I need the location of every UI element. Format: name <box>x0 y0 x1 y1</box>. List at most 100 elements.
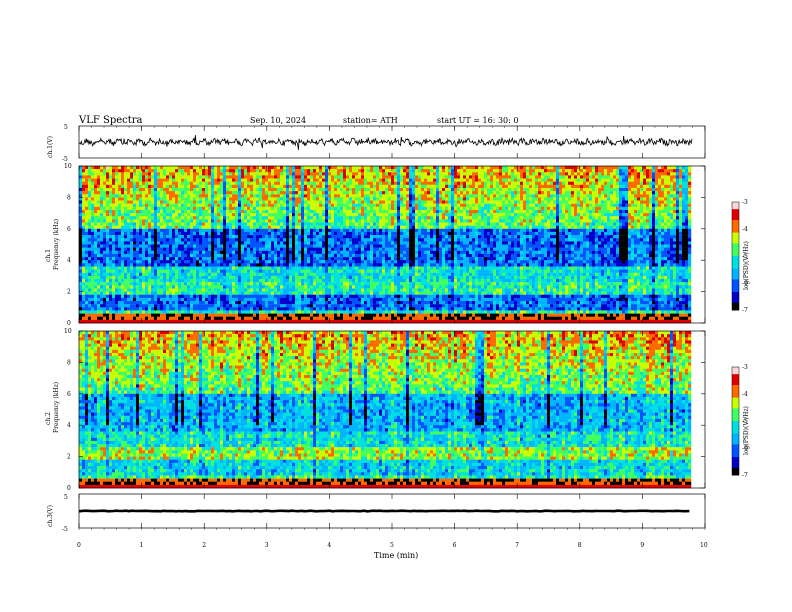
spectrogram-cell <box>127 241 130 244</box>
spectrogram-cell <box>88 229 91 232</box>
spectrogram-cell <box>238 216 241 219</box>
spectrogram-cell <box>373 251 376 254</box>
spectrogram-cell <box>232 213 235 216</box>
spectrogram-cell <box>355 188 358 191</box>
spectrogram-cell <box>190 263 193 266</box>
spectrogram-cell <box>277 260 280 263</box>
spectrogram-cell <box>262 310 265 313</box>
spectrogram-cell <box>154 182 157 185</box>
spectrogram-cell <box>154 216 157 219</box>
spectrogram-cell <box>289 276 292 279</box>
spectrogram-cell <box>166 289 169 292</box>
spectrogram-cell <box>271 245 274 248</box>
spectrogram-cell <box>163 204 166 207</box>
spectrogram-cell <box>265 304 268 307</box>
spectrogram-cell <box>205 248 208 251</box>
spectrogram-cell <box>358 197 361 200</box>
spectrogram-cell <box>97 238 100 241</box>
spectrogram-cell <box>268 223 271 226</box>
spectrogram-cell <box>94 260 97 263</box>
spectrogram-cell <box>175 292 178 295</box>
spectrogram-cell <box>259 279 262 282</box>
spectrogram-cell <box>139 191 142 194</box>
spectrogram-cell <box>148 317 151 320</box>
spectrogram-cell <box>373 172 376 175</box>
spectrogram-cell <box>205 207 208 210</box>
spectrogram-cell <box>226 295 229 298</box>
spectrogram-cell <box>313 201 316 204</box>
spectrogram-cell <box>232 257 235 260</box>
spectrogram-cell <box>190 270 193 273</box>
spectrogram-cell <box>283 232 286 235</box>
spectrogram-cell <box>148 175 151 178</box>
spectrogram-cell <box>199 282 202 285</box>
spectrogram-cell <box>235 210 238 213</box>
spectrogram-cell <box>169 270 172 273</box>
spectrogram-cell <box>100 210 103 213</box>
spectrogram-cell <box>166 241 169 244</box>
spectrogram-cell <box>301 295 304 298</box>
spectrogram-cell <box>328 273 331 276</box>
spectrogram-cell <box>196 295 199 298</box>
spectrogram-cell <box>241 276 244 279</box>
spectrogram-cell <box>331 267 334 270</box>
spectrogram-cell <box>352 285 355 288</box>
spectrogram-cell <box>352 245 355 248</box>
spectrogram-cell <box>340 314 343 317</box>
spectrogram-cell <box>280 207 283 210</box>
spectrogram-cell <box>301 263 304 266</box>
spectrogram-cell <box>82 298 85 301</box>
spectrogram-cell <box>307 179 310 182</box>
spectrogram-cell <box>265 232 268 235</box>
spectrogram-cell <box>91 210 94 213</box>
spectrogram-cell <box>109 182 112 185</box>
spectrogram-cell <box>271 210 274 213</box>
spectrogram-cell <box>373 298 376 301</box>
spectrogram-cell <box>106 172 109 175</box>
spectrogram-cell <box>343 172 346 175</box>
spectrogram-cell <box>160 223 163 226</box>
spectrogram-cell <box>163 285 166 288</box>
spectrogram-cell <box>148 285 151 288</box>
spectrogram-cell <box>238 213 241 216</box>
spectrogram-cell <box>301 182 304 185</box>
spectrogram-cell <box>268 188 271 191</box>
spectrogram-cell <box>214 301 217 304</box>
spectrogram-cell <box>175 285 178 288</box>
spectrogram-cell <box>229 235 232 238</box>
spectrogram-cell <box>145 298 148 301</box>
spectrogram-cell <box>262 235 265 238</box>
spectrogram-cell <box>337 207 340 210</box>
spectrogram-cell <box>349 213 352 216</box>
spectrogram-cell <box>334 257 337 260</box>
spectrogram-cell <box>310 238 313 241</box>
spectrogram-cell <box>175 241 178 244</box>
spectrogram-cell <box>97 207 100 210</box>
spectrogram-cell <box>310 310 313 313</box>
spectrogram-cell <box>304 273 307 276</box>
spectrogram-cell <box>136 304 139 307</box>
spectrogram-cell <box>163 191 166 194</box>
spectrogram-cell <box>292 179 295 182</box>
spectrogram-cell <box>364 166 367 169</box>
spectrogram-cell <box>115 191 118 194</box>
spectrogram-cell <box>232 201 235 204</box>
spectrogram-cell <box>307 248 310 251</box>
spectrogram-cell <box>268 282 271 285</box>
spectrogram-cell <box>139 282 142 285</box>
spectrogram-cell <box>148 298 151 301</box>
spectrogram-cell <box>259 273 262 276</box>
spectrogram-cell <box>88 245 91 248</box>
spectrogram-cell <box>106 260 109 263</box>
spectrogram-cell <box>268 289 271 292</box>
spectrogram-cell <box>211 270 214 273</box>
spectrogram-cell <box>130 282 133 285</box>
spectrogram-cell <box>145 207 148 210</box>
spectrogram-cell <box>220 304 223 307</box>
spectrogram-cell <box>136 166 139 169</box>
spectrogram-cell <box>85 289 88 292</box>
spectrogram-cell <box>286 307 289 310</box>
spectrogram-cell <box>271 185 274 188</box>
spectrogram-cell <box>91 270 94 273</box>
spectrogram-cell <box>217 295 220 298</box>
